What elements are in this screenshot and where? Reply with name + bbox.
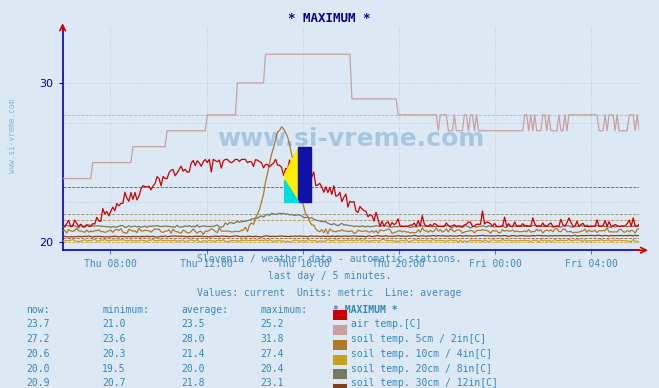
Text: soil temp. 10cm / 4in[C]: soil temp. 10cm / 4in[C] [351,349,492,359]
Text: 20.0: 20.0 [181,364,205,374]
Text: 20.4: 20.4 [260,364,284,374]
Text: 20.7: 20.7 [102,378,126,388]
Text: now:: now: [26,305,50,315]
Text: 27.4: 27.4 [260,349,284,359]
Text: 20.3: 20.3 [102,349,126,359]
Text: minimum:: minimum: [102,305,149,315]
Text: 21.8: 21.8 [181,378,205,388]
Text: 31.8: 31.8 [260,334,284,344]
Text: 27.2: 27.2 [26,334,50,344]
Text: * MAXIMUM *: * MAXIMUM * [288,12,371,26]
Text: * MAXIMUM *: * MAXIMUM * [333,305,397,315]
Text: 23.5: 23.5 [181,319,205,329]
Text: 28.0: 28.0 [181,334,205,344]
Text: www.si-vreme.com: www.si-vreme.com [217,127,484,151]
Text: 20.0: 20.0 [26,364,50,374]
Text: 19.5: 19.5 [102,364,126,374]
Bar [298,147,310,203]
Text: maximum:: maximum: [260,305,307,315]
Text: Values: current  Units: metric  Line: average: Values: current Units: metric Line: aver… [197,288,462,298]
Polygon shape [285,147,299,203]
Text: 23.6: 23.6 [102,334,126,344]
Text: soil temp. 30cm / 12in[C]: soil temp. 30cm / 12in[C] [351,378,498,388]
Text: 23.1: 23.1 [260,378,284,388]
Text: air temp.[C]: air temp.[C] [351,319,422,329]
Text: 20.9: 20.9 [26,378,50,388]
Polygon shape [285,180,299,203]
Text: Slovenia / weather data - automatic stations.: Slovenia / weather data - automatic stat… [197,254,462,264]
Text: 21.4: 21.4 [181,349,205,359]
Text: www.si-vreme.com: www.si-vreme.com [8,99,17,173]
Text: last day / 5 minutes.: last day / 5 minutes. [268,271,391,281]
Text: 23.7: 23.7 [26,319,50,329]
Text: soil temp. 20cm / 8in[C]: soil temp. 20cm / 8in[C] [351,364,492,374]
Text: average:: average: [181,305,228,315]
Text: 20.6: 20.6 [26,349,50,359]
Text: 21.0: 21.0 [102,319,126,329]
Text: 25.2: 25.2 [260,319,284,329]
Text: soil temp. 5cm / 2in[C]: soil temp. 5cm / 2in[C] [351,334,486,344]
